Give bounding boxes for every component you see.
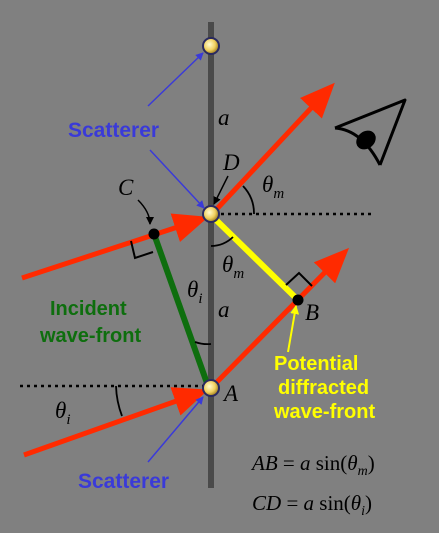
pointer-arrow-c: [137, 199, 154, 225]
incident-label-line1: Incident: [50, 298, 127, 320]
point-c-dot: [148, 228, 160, 240]
eye-icon: [334, 98, 407, 166]
equation-cd: CD = a sin(θi): [252, 491, 372, 519]
potential-label-line1: Potential: [274, 353, 358, 375]
scatterer-dot-icon: [202, 37, 220, 55]
label-b: B: [305, 300, 319, 325]
pointer-arrow-yellow: [287, 305, 300, 353]
diffracted-ray-upper: [212, 82, 335, 214]
pointer-arrow: [147, 52, 204, 107]
right-angle-marker-icon: [130, 240, 154, 260]
theta-i-low: θi: [55, 398, 70, 428]
theta-i-mid: θi: [187, 277, 202, 307]
angle-arc-theta-m-mid: [210, 236, 234, 247]
diffracted-ray-lower: [212, 247, 350, 387]
scatterer-label-top: Scatterer: [68, 119, 159, 142]
potential-label-line2: diffracted: [278, 377, 369, 399]
potential-label-line3: wave-front: [273, 401, 375, 423]
angle-arc-theta-i-low: [115, 385, 123, 417]
right-angle-marker-icon: [285, 271, 313, 287]
label-d: D: [222, 150, 240, 175]
label-c: C: [118, 175, 134, 200]
incident-ray-lower: [23, 387, 209, 458]
label-a-point: A: [222, 381, 239, 406]
pointer-arrow-d: [213, 175, 229, 205]
incident-label-line2: wave-front: [39, 325, 141, 347]
pointer-arrow: [147, 396, 204, 463]
incident-wavefront: [151, 232, 211, 388]
label-a-top: a: [218, 105, 230, 130]
point-b-dot: [292, 294, 304, 306]
label-a-mid: a: [218, 297, 230, 322]
pointer-arrow: [149, 149, 205, 209]
angle-arc-theta-m-top: [242, 185, 255, 215]
angle-arc-theta-i-mid: [194, 341, 212, 346]
scatterer-dot-icon: [202, 379, 220, 397]
scatterer-label-bottom: Scatterer: [78, 470, 169, 493]
equation-ab: AB = a sin(θm): [250, 451, 375, 479]
theta-m-top: θm: [262, 172, 284, 202]
theta-m-mid: θm: [222, 252, 244, 282]
scatterer-dot-icon: [202, 205, 220, 223]
incident-ray-upper: [21, 213, 209, 281]
diffracted-wavefront: [209, 213, 301, 303]
